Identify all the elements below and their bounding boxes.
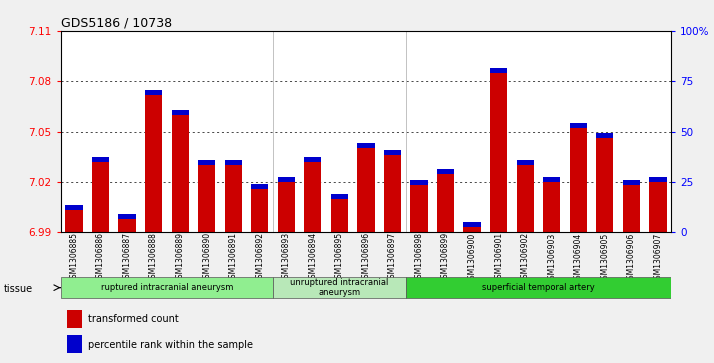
Bar [437,174,454,232]
Bar [61,277,273,298]
Bar [463,227,481,232]
Bar [198,160,216,165]
Bar [357,148,375,232]
Bar [411,180,428,185]
Bar [278,177,295,182]
Bar [304,157,321,162]
Bar [145,95,162,232]
Bar [411,185,428,232]
Bar [331,194,348,199]
Bar [357,143,375,148]
Bar [649,182,666,232]
Bar [92,157,109,162]
Text: GSM1306887: GSM1306887 [123,232,131,283]
Bar [384,150,401,155]
Text: GSM1306894: GSM1306894 [308,232,317,284]
Text: GSM1306900: GSM1306900 [468,232,476,284]
Bar [251,184,268,189]
Bar [570,123,587,128]
Text: GSM1306901: GSM1306901 [494,232,503,284]
Text: GSM1306885: GSM1306885 [69,232,79,283]
Text: GSM1306897: GSM1306897 [388,232,397,284]
Bar [623,185,640,232]
Text: GSM1306890: GSM1306890 [202,232,211,284]
Text: percentile rank within the sample: percentile rank within the sample [88,339,253,350]
Text: GSM1306907: GSM1306907 [653,232,663,284]
Bar [543,177,560,182]
Bar [198,165,216,232]
Bar [516,160,534,165]
Bar [119,214,136,219]
Bar [225,160,242,165]
Bar [304,162,321,232]
Bar [516,165,534,232]
Bar [66,211,83,232]
Text: GSM1306906: GSM1306906 [627,232,636,284]
Bar [596,133,613,138]
Bar [543,182,560,232]
Text: transformed count: transformed count [88,314,179,324]
Bar [119,219,136,232]
Bar [273,277,406,298]
Bar [171,115,188,232]
Bar [171,110,188,115]
Bar [596,138,613,232]
Text: GSM1306903: GSM1306903 [547,232,556,284]
Bar [331,199,348,232]
Bar [384,155,401,232]
Text: GSM1306895: GSM1306895 [335,232,344,284]
Bar [145,90,162,95]
Text: GSM1306899: GSM1306899 [441,232,450,284]
Text: tissue: tissue [4,284,33,294]
Text: GSM1306905: GSM1306905 [600,232,609,284]
Bar [406,277,671,298]
Bar [66,205,83,211]
Bar [490,68,507,73]
Text: GSM1306886: GSM1306886 [96,232,105,283]
Text: GSM1306888: GSM1306888 [149,232,158,283]
Bar [278,182,295,232]
Bar [463,222,481,227]
Bar [67,335,82,353]
Text: GSM1306898: GSM1306898 [415,232,423,283]
Bar [251,189,268,232]
Bar [490,73,507,232]
Text: GSM1306892: GSM1306892 [256,232,264,283]
Bar [67,310,82,328]
Text: GSM1306904: GSM1306904 [574,232,583,284]
Text: GSM1306891: GSM1306891 [228,232,238,283]
Bar [437,168,454,174]
Text: GSM1306896: GSM1306896 [361,232,371,284]
Text: superficial temporal artery: superficial temporal artery [482,283,595,292]
Text: GDS5186 / 10738: GDS5186 / 10738 [61,16,172,29]
Bar [649,177,666,182]
Bar [570,128,587,232]
Text: GSM1306889: GSM1306889 [176,232,185,283]
Bar [92,162,109,232]
Text: ruptured intracranial aneurysm: ruptured intracranial aneurysm [101,283,233,292]
Text: unruptured intracranial
aneurysm: unruptured intracranial aneurysm [290,278,388,297]
Bar [225,165,242,232]
Text: GSM1306902: GSM1306902 [521,232,530,284]
Bar [623,180,640,185]
Text: GSM1306893: GSM1306893 [282,232,291,284]
